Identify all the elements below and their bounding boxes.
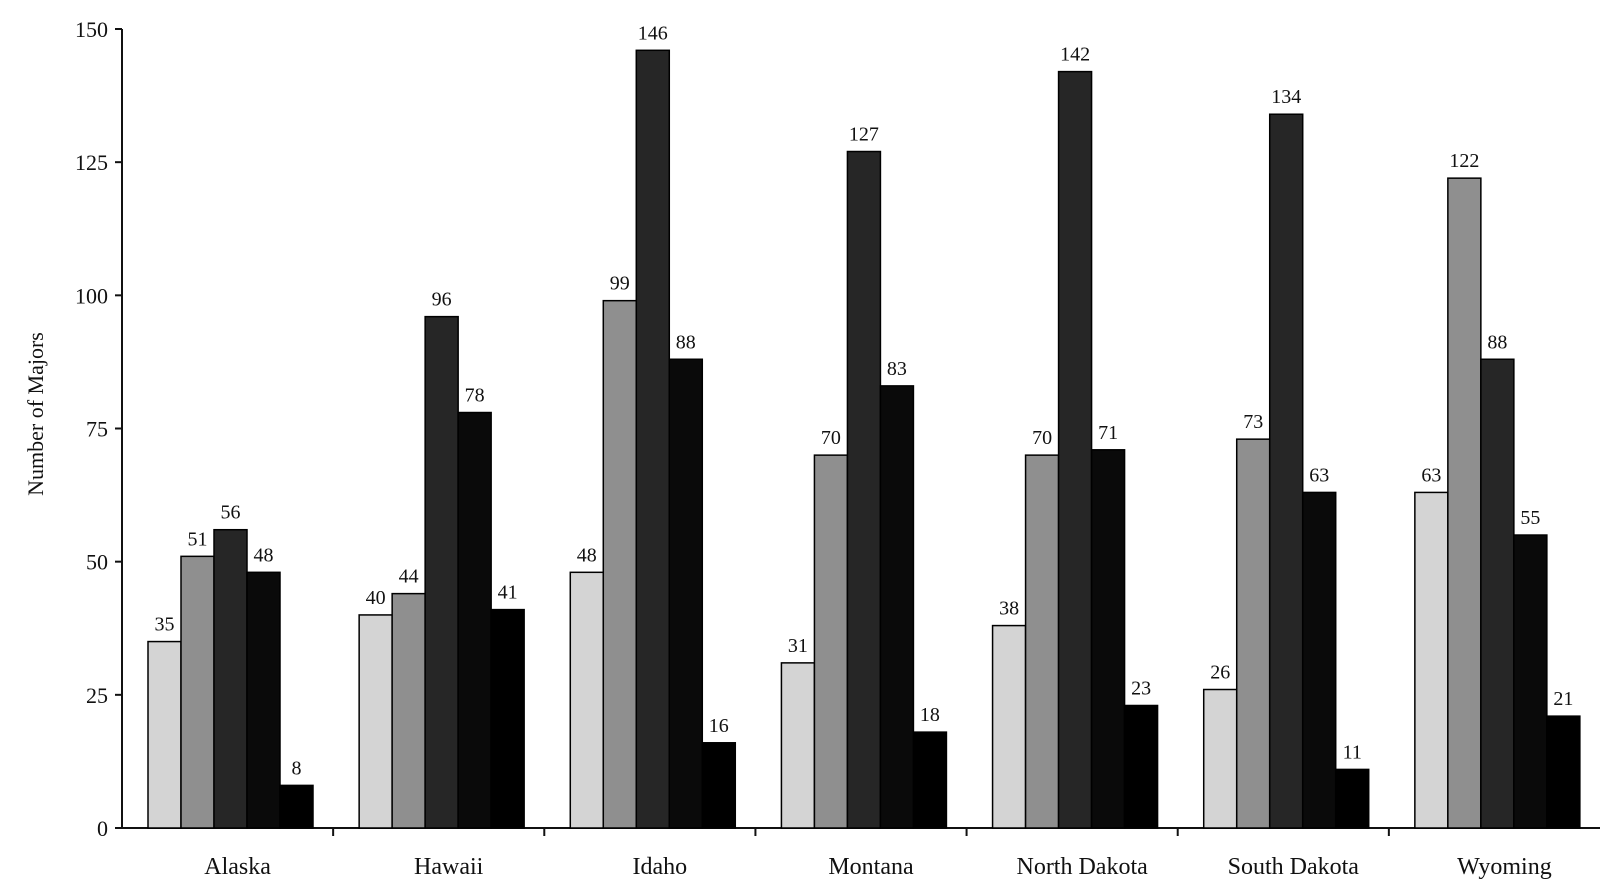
data-label: 70	[1032, 427, 1052, 449]
bar	[213, 528, 248, 829]
data-label: 73	[1243, 411, 1263, 433]
bar	[1024, 454, 1060, 829]
bar	[846, 150, 882, 829]
data-label: 122	[1449, 150, 1479, 172]
data-label: 48	[254, 544, 274, 566]
bar	[668, 358, 704, 829]
bars	[147, 49, 1581, 829]
data-label: 56	[221, 502, 241, 524]
x-category-label: Wyoming	[1457, 854, 1552, 880]
y-axis: 0 25 50 75 100 125 150	[75, 17, 123, 841]
bar	[1202, 688, 1238, 829]
y-tick-label: 50	[86, 550, 108, 575]
bar	[1301, 491, 1337, 829]
bar	[246, 571, 281, 829]
data-label: 21	[1553, 688, 1573, 710]
bar	[424, 315, 459, 829]
data-label: 40	[366, 587, 386, 609]
data-label: 51	[188, 528, 208, 550]
data-label: 44	[399, 566, 419, 588]
data-label: 26	[1210, 662, 1230, 684]
data-label: 8	[292, 757, 302, 779]
data-label: 35	[155, 614, 175, 636]
y-tick-label: 100	[75, 283, 108, 308]
bar	[701, 742, 737, 829]
bar	[1546, 715, 1581, 829]
data-label: 99	[610, 273, 630, 295]
bar	[1090, 449, 1126, 829]
x-axis: Alaska Hawaii Idaho Montana North Dakota Sout…	[122, 827, 1600, 880]
bar	[490, 608, 525, 829]
bar	[813, 454, 849, 829]
data-label: 146	[638, 22, 668, 44]
data-label: 23	[1131, 677, 1151, 699]
data-label: 70	[821, 427, 841, 449]
x-category-label: North Dakota	[1016, 854, 1148, 880]
bar	[1480, 358, 1515, 829]
y-tick-label: 150	[75, 17, 108, 42]
bar	[1235, 438, 1271, 829]
data-label: 96	[432, 289, 452, 311]
bar	[1513, 534, 1548, 829]
data-label: 127	[849, 124, 879, 146]
bar	[1447, 177, 1482, 829]
data-label: 63	[1421, 464, 1441, 486]
x-category-label: Hawaii	[414, 854, 484, 880]
bar	[1057, 70, 1093, 829]
data-label: 11	[1343, 741, 1362, 763]
data-label: 63	[1309, 464, 1329, 486]
data-label: 88	[1487, 331, 1507, 353]
bar	[1123, 704, 1159, 829]
bar	[1268, 113, 1304, 829]
data-label: 142	[1060, 44, 1090, 66]
data-label: 38	[999, 598, 1019, 620]
bar	[602, 299, 638, 829]
data-label: 88	[676, 331, 696, 353]
y-tick-label: 0	[97, 816, 108, 841]
bar	[180, 555, 215, 829]
bar	[991, 624, 1027, 829]
bar	[879, 385, 915, 829]
bar	[635, 49, 671, 829]
y-axis-title: Number of Majors	[23, 332, 48, 496]
data-label: 31	[788, 635, 808, 657]
bar	[457, 411, 492, 829]
data-label: 18	[920, 704, 940, 726]
y-tick-label: 75	[86, 417, 108, 442]
y-tick-label: 25	[86, 683, 108, 708]
bar	[391, 592, 426, 829]
x-category-label: Montana	[828, 854, 914, 880]
data-label: 83	[887, 358, 907, 380]
x-category-label: South Dakota	[1228, 854, 1360, 880]
bar	[279, 784, 314, 829]
bar	[569, 571, 605, 829]
data-label: 41	[498, 582, 518, 604]
data-label: 16	[709, 715, 729, 737]
bar	[1414, 491, 1449, 829]
y-tick-label: 125	[75, 150, 108, 175]
x-category-label: Idaho	[633, 854, 688, 880]
data-label: 48	[577, 544, 597, 566]
data-label: 134	[1271, 86, 1301, 108]
data-label: 55	[1520, 507, 1540, 529]
data-label: 71	[1098, 422, 1118, 444]
data-label: 78	[465, 385, 485, 407]
x-category-label: Alaska	[204, 854, 271, 880]
bar	[147, 640, 182, 829]
bar	[358, 614, 393, 829]
bar	[1334, 768, 1370, 829]
data-labels: 35 51 56 48 8 40 44 96 78 41 48 99 146 88 16 31 70 127 83 1…	[155, 22, 1574, 779]
bar	[780, 662, 816, 829]
bar	[912, 731, 948, 829]
